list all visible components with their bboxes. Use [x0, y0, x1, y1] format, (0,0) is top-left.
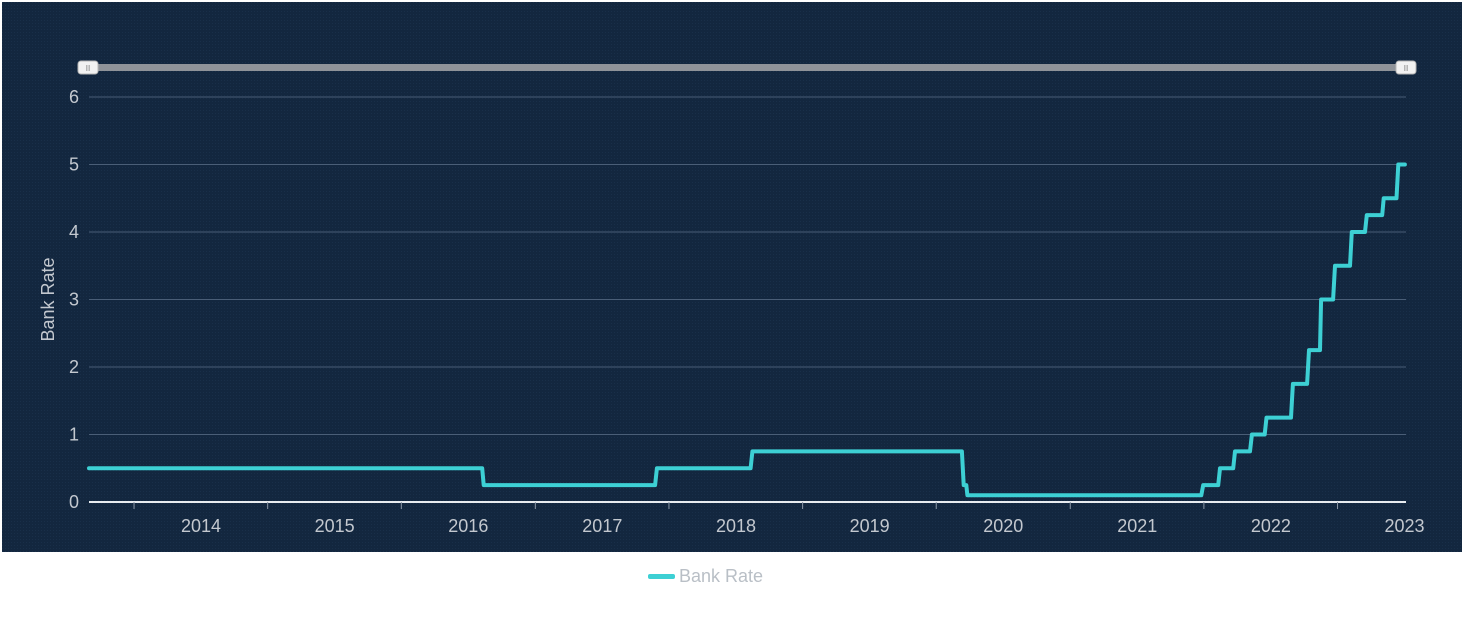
x-tick-label: 2018 — [716, 516, 756, 536]
navigator-left-grip-icon: II — [86, 64, 90, 73]
panel-texture — [2, 2, 1462, 552]
legend: Bank Rate — [0, 566, 1462, 594]
x-tick-label: 2016 — [448, 516, 488, 536]
y-tick-label: 2 — [69, 357, 79, 377]
navigator-right-handle[interactable]: II — [1395, 60, 1417, 75]
y-axis-ticks: 0 1 2 3 4 5 6 — [69, 87, 79, 512]
navigator-left-handle[interactable]: II — [77, 60, 99, 75]
x-tick-label: 2019 — [850, 516, 890, 536]
x-tick-label: 2014 — [181, 516, 221, 536]
legend-label: Bank Rate — [679, 566, 764, 586]
y-tick-label: 3 — [69, 290, 79, 310]
y-tick-label: 6 — [69, 87, 79, 107]
y-axis-label: Bank Rate — [38, 257, 58, 341]
x-axis-ticks: 2014 2015 2016 2017 2018 2019 2020 2021 2022 2023 — [133, 502, 1425, 536]
series-layer — [87, 162, 1407, 498]
legend-item-bank-rate[interactable]: Bank Rate — [648, 566, 763, 587]
x-tick-label: 2017 — [582, 516, 622, 536]
y-tick-label: 5 — [69, 155, 79, 175]
x-tick-label: 2023 — [1385, 516, 1425, 536]
y-tick-label: 0 — [69, 492, 79, 512]
x-tick-label: 2020 — [983, 516, 1023, 536]
legend-swatch-icon — [648, 574, 675, 579]
y-tick-label: 1 — [69, 425, 79, 445]
x-tick-label: 2021 — [1117, 516, 1157, 536]
grid-lines — [89, 96, 1406, 435]
x-tick-label: 2015 — [315, 516, 355, 536]
y-tick-label: 4 — [69, 222, 79, 242]
navigator-right-grip-icon: II — [1404, 64, 1408, 73]
series-line-bank-rate[interactable] — [87, 162, 1407, 498]
navigator-track[interactable] — [82, 64, 1408, 71]
x-tick-label: 2022 — [1251, 516, 1291, 536]
range-navigator[interactable]: II II — [77, 60, 1417, 75]
